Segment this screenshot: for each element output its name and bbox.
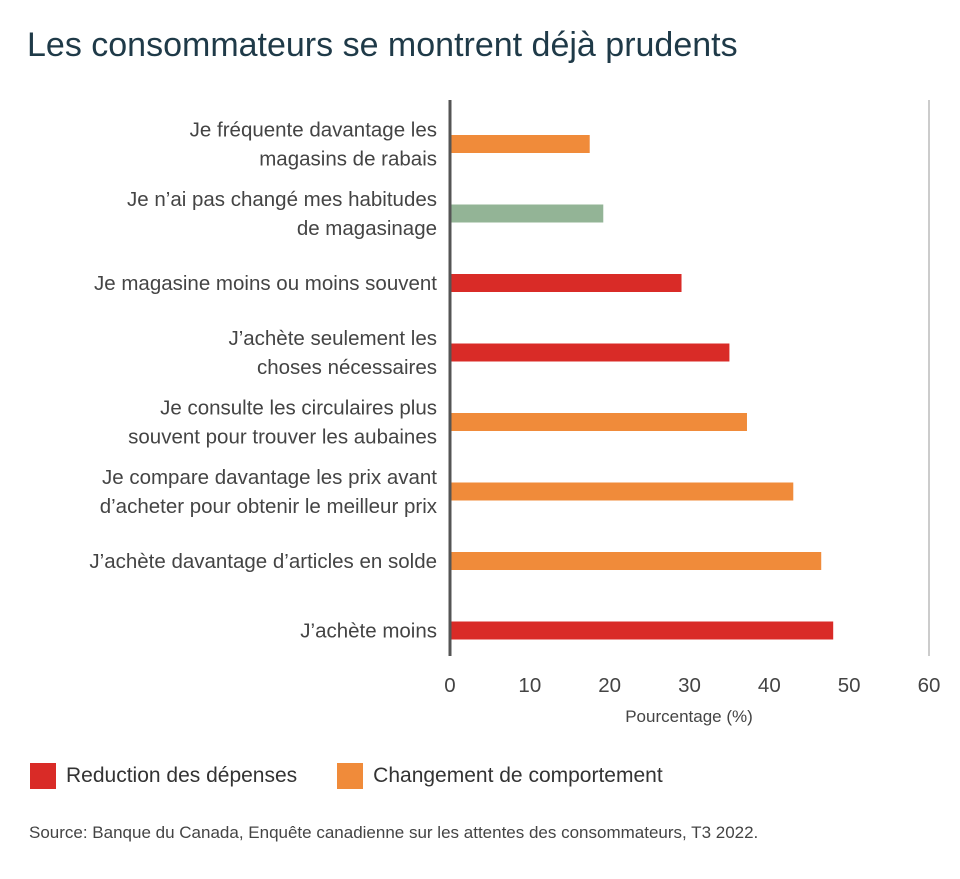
x-tick-20: 20 bbox=[598, 674, 621, 697]
legend: Reduction des dépenses Changement de com… bbox=[30, 763, 703, 789]
x-tick-50: 50 bbox=[838, 674, 861, 697]
category-labels: Je fréquente davantage les magasins de ra… bbox=[89, 119, 437, 643]
bar-3 bbox=[450, 343, 730, 362]
legend-label-behaviour: Changement de comportement bbox=[373, 764, 663, 787]
bar-2 bbox=[450, 274, 682, 292]
bar-chart: Je fréquente davantage les magasins de ra… bbox=[89, 100, 940, 726]
bar-5 bbox=[450, 482, 794, 501]
bar-1 bbox=[450, 204, 604, 223]
category-label-3: J’achète seulement les choses nécessaires bbox=[228, 327, 437, 379]
category-label-7: J’achète moins bbox=[300, 620, 437, 643]
bars-group bbox=[450, 135, 834, 640]
x-tick-0: 0 bbox=[444, 674, 455, 697]
x-tick-60: 60 bbox=[918, 674, 941, 697]
bar-6 bbox=[450, 552, 822, 570]
legend-swatch-behaviour bbox=[337, 763, 364, 789]
category-label-2: Je magasine moins ou moins souvent bbox=[94, 272, 437, 295]
category-label-1: Je n’ai pas changé mes habitudes de magas… bbox=[127, 188, 437, 240]
category-label-5: Je compare davantage les prix avant d’ach… bbox=[100, 466, 438, 518]
legend-label-reduction: Reduction des dépenses bbox=[66, 764, 298, 787]
category-label-4: Je consulte les circulaires plus souvent … bbox=[128, 397, 437, 449]
legend-swatch-reduction bbox=[30, 763, 56, 789]
bar-4 bbox=[450, 413, 747, 431]
category-label-6: J’achète davantage d’articles en solde bbox=[89, 550, 437, 573]
category-label-0: Je fréquente davantage les magasins de ra… bbox=[190, 119, 437, 171]
x-tick-40: 40 bbox=[758, 674, 781, 697]
legend-item-behaviour: Changement de comportement bbox=[337, 763, 663, 789]
source-note: Source: Banque du Canada, Enquête canadi… bbox=[29, 823, 759, 842]
x-axis-title: Pourcentage (%) bbox=[625, 707, 753, 726]
bar-0 bbox=[450, 135, 590, 153]
legend-item-reduction: Reduction des dépenses bbox=[30, 763, 297, 789]
chart-title: Les consommateurs se montrent déjà prude… bbox=[27, 26, 738, 64]
x-tick-10: 10 bbox=[518, 674, 541, 697]
x-tick-labels: 0 10 20 30 40 50 60 bbox=[444, 674, 940, 697]
x-tick-30: 30 bbox=[678, 674, 701, 697]
bar-7 bbox=[450, 621, 834, 640]
